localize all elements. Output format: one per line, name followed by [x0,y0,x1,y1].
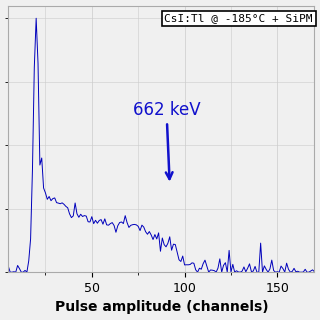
Text: CsI:Tl @ -185°C + SiPM: CsI:Tl @ -185°C + SiPM [164,13,313,24]
X-axis label: Pulse amplitude (channels): Pulse amplitude (channels) [55,300,268,315]
Text: 662 keV: 662 keV [132,101,200,179]
